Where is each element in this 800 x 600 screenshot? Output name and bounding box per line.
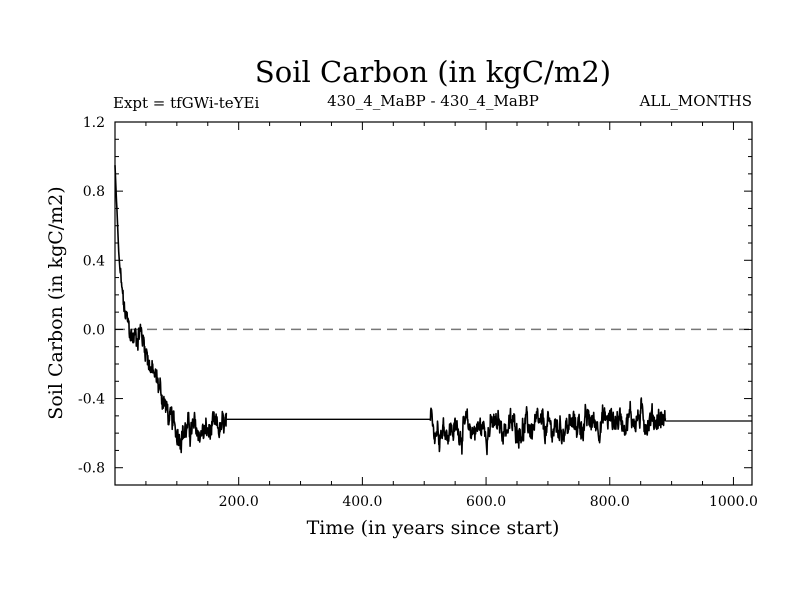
x-tick-label-3: 800.0 xyxy=(590,494,630,510)
x-tick-label-0: 200.0 xyxy=(219,494,259,510)
x-axis-label: Time (in years since start) xyxy=(307,517,560,539)
x-tick-label-2: 600.0 xyxy=(466,494,506,510)
chart-title: Soil Carbon (in kgC/m2) xyxy=(255,55,611,89)
y-tick-label-0: -0.8 xyxy=(78,461,105,477)
chart-subtitle-right: ALL_MONTHS xyxy=(639,92,752,110)
x-tick-label-4: 1000.0 xyxy=(709,494,758,510)
series-line-3 xyxy=(429,397,667,456)
axis-ticks: 200.0 400.0 600.0 800.0 1000.0 -0.8 -0.4 0.0 0.4… xyxy=(78,115,758,510)
y-tick-label-1: -0.4 xyxy=(78,392,105,408)
x-tick-label-1: 400.0 xyxy=(342,494,382,510)
plot-area xyxy=(114,165,752,456)
y-tick-label-3: 0.4 xyxy=(83,253,105,269)
y-tick-label-5: 1.2 xyxy=(83,115,105,131)
chart-subtitle-left: Expt = tfGWi-teYEi xyxy=(113,94,259,112)
y-axis-label: Soil Carbon (in kgC/m2) xyxy=(45,186,67,419)
plot-frame xyxy=(114,121,753,486)
series-line-1 xyxy=(114,165,228,454)
chart-subtitle-center: 430_4_MaBP - 430_4_MaBP xyxy=(327,92,539,110)
y-tick-label-4: 0.8 xyxy=(83,184,105,200)
y-tick-label-2: 0.0 xyxy=(83,322,105,338)
